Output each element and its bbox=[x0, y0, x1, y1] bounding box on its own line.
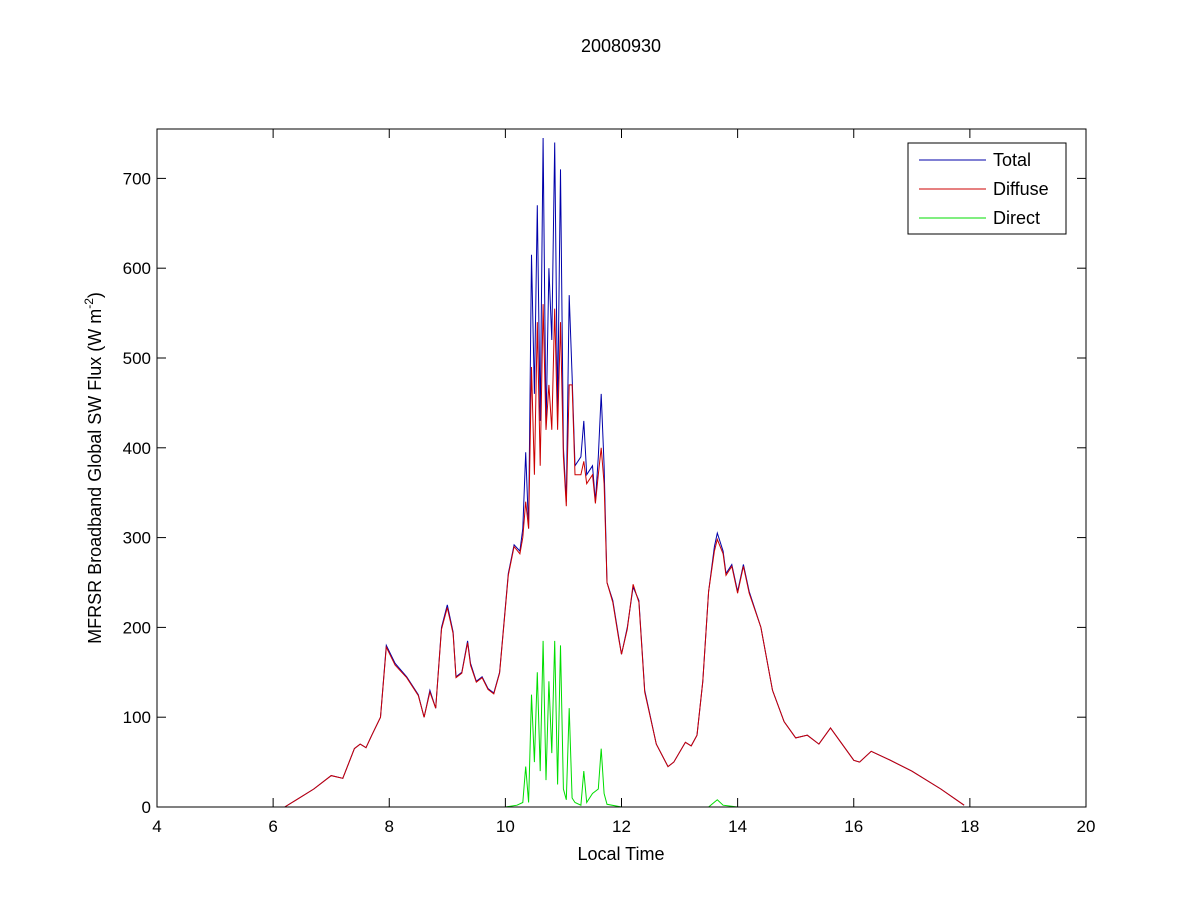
y-axis-label: MFRSR Broadband Global SW Flux (W m-2) bbox=[82, 292, 105, 644]
x-tick-label: 18 bbox=[960, 817, 979, 836]
y-tick-label: 0 bbox=[142, 798, 151, 817]
y-tick-label: 600 bbox=[123, 259, 151, 278]
y-tick-label: 200 bbox=[123, 618, 151, 637]
x-tick-label: 20 bbox=[1077, 817, 1096, 836]
x-tick-label: 6 bbox=[268, 817, 277, 836]
x-tick-label: 10 bbox=[496, 817, 515, 836]
legend-label-direct: Direct bbox=[993, 208, 1040, 228]
x-tick-label: 16 bbox=[844, 817, 863, 836]
x-tick-label: 8 bbox=[385, 817, 394, 836]
y-axis-label-close: ) bbox=[85, 292, 105, 298]
legend: Total Diffuse Direct bbox=[907, 142, 1067, 235]
legend-label-total: Total bbox=[993, 150, 1031, 170]
y-axis-label-superscript: -2 bbox=[82, 298, 96, 309]
x-tick-label: 4 bbox=[152, 817, 161, 836]
x-tick-label: 14 bbox=[728, 817, 747, 836]
x-tick-label: 12 bbox=[612, 817, 631, 836]
y-tick-label: 500 bbox=[123, 349, 151, 368]
y-tick-label: 300 bbox=[123, 529, 151, 548]
legend-label-diffuse: Diffuse bbox=[993, 179, 1049, 199]
y-axis-label-main: MFRSR Broadband Global SW Flux (W m bbox=[85, 309, 105, 644]
y-tick-label: 400 bbox=[123, 439, 151, 458]
chart-title: 20080930 bbox=[581, 36, 661, 56]
y-tick-label: 700 bbox=[123, 169, 151, 188]
y-axis-ticks: 0 100 200 300 400 500 600 700 bbox=[123, 169, 1086, 817]
y-tick-label: 100 bbox=[123, 708, 151, 727]
series-line-diffuse bbox=[284, 304, 965, 808]
x-axis-ticks: 4 6 8 10 12 14 16 18 20 bbox=[152, 129, 1095, 836]
x-axis-label: Local Time bbox=[577, 844, 664, 864]
